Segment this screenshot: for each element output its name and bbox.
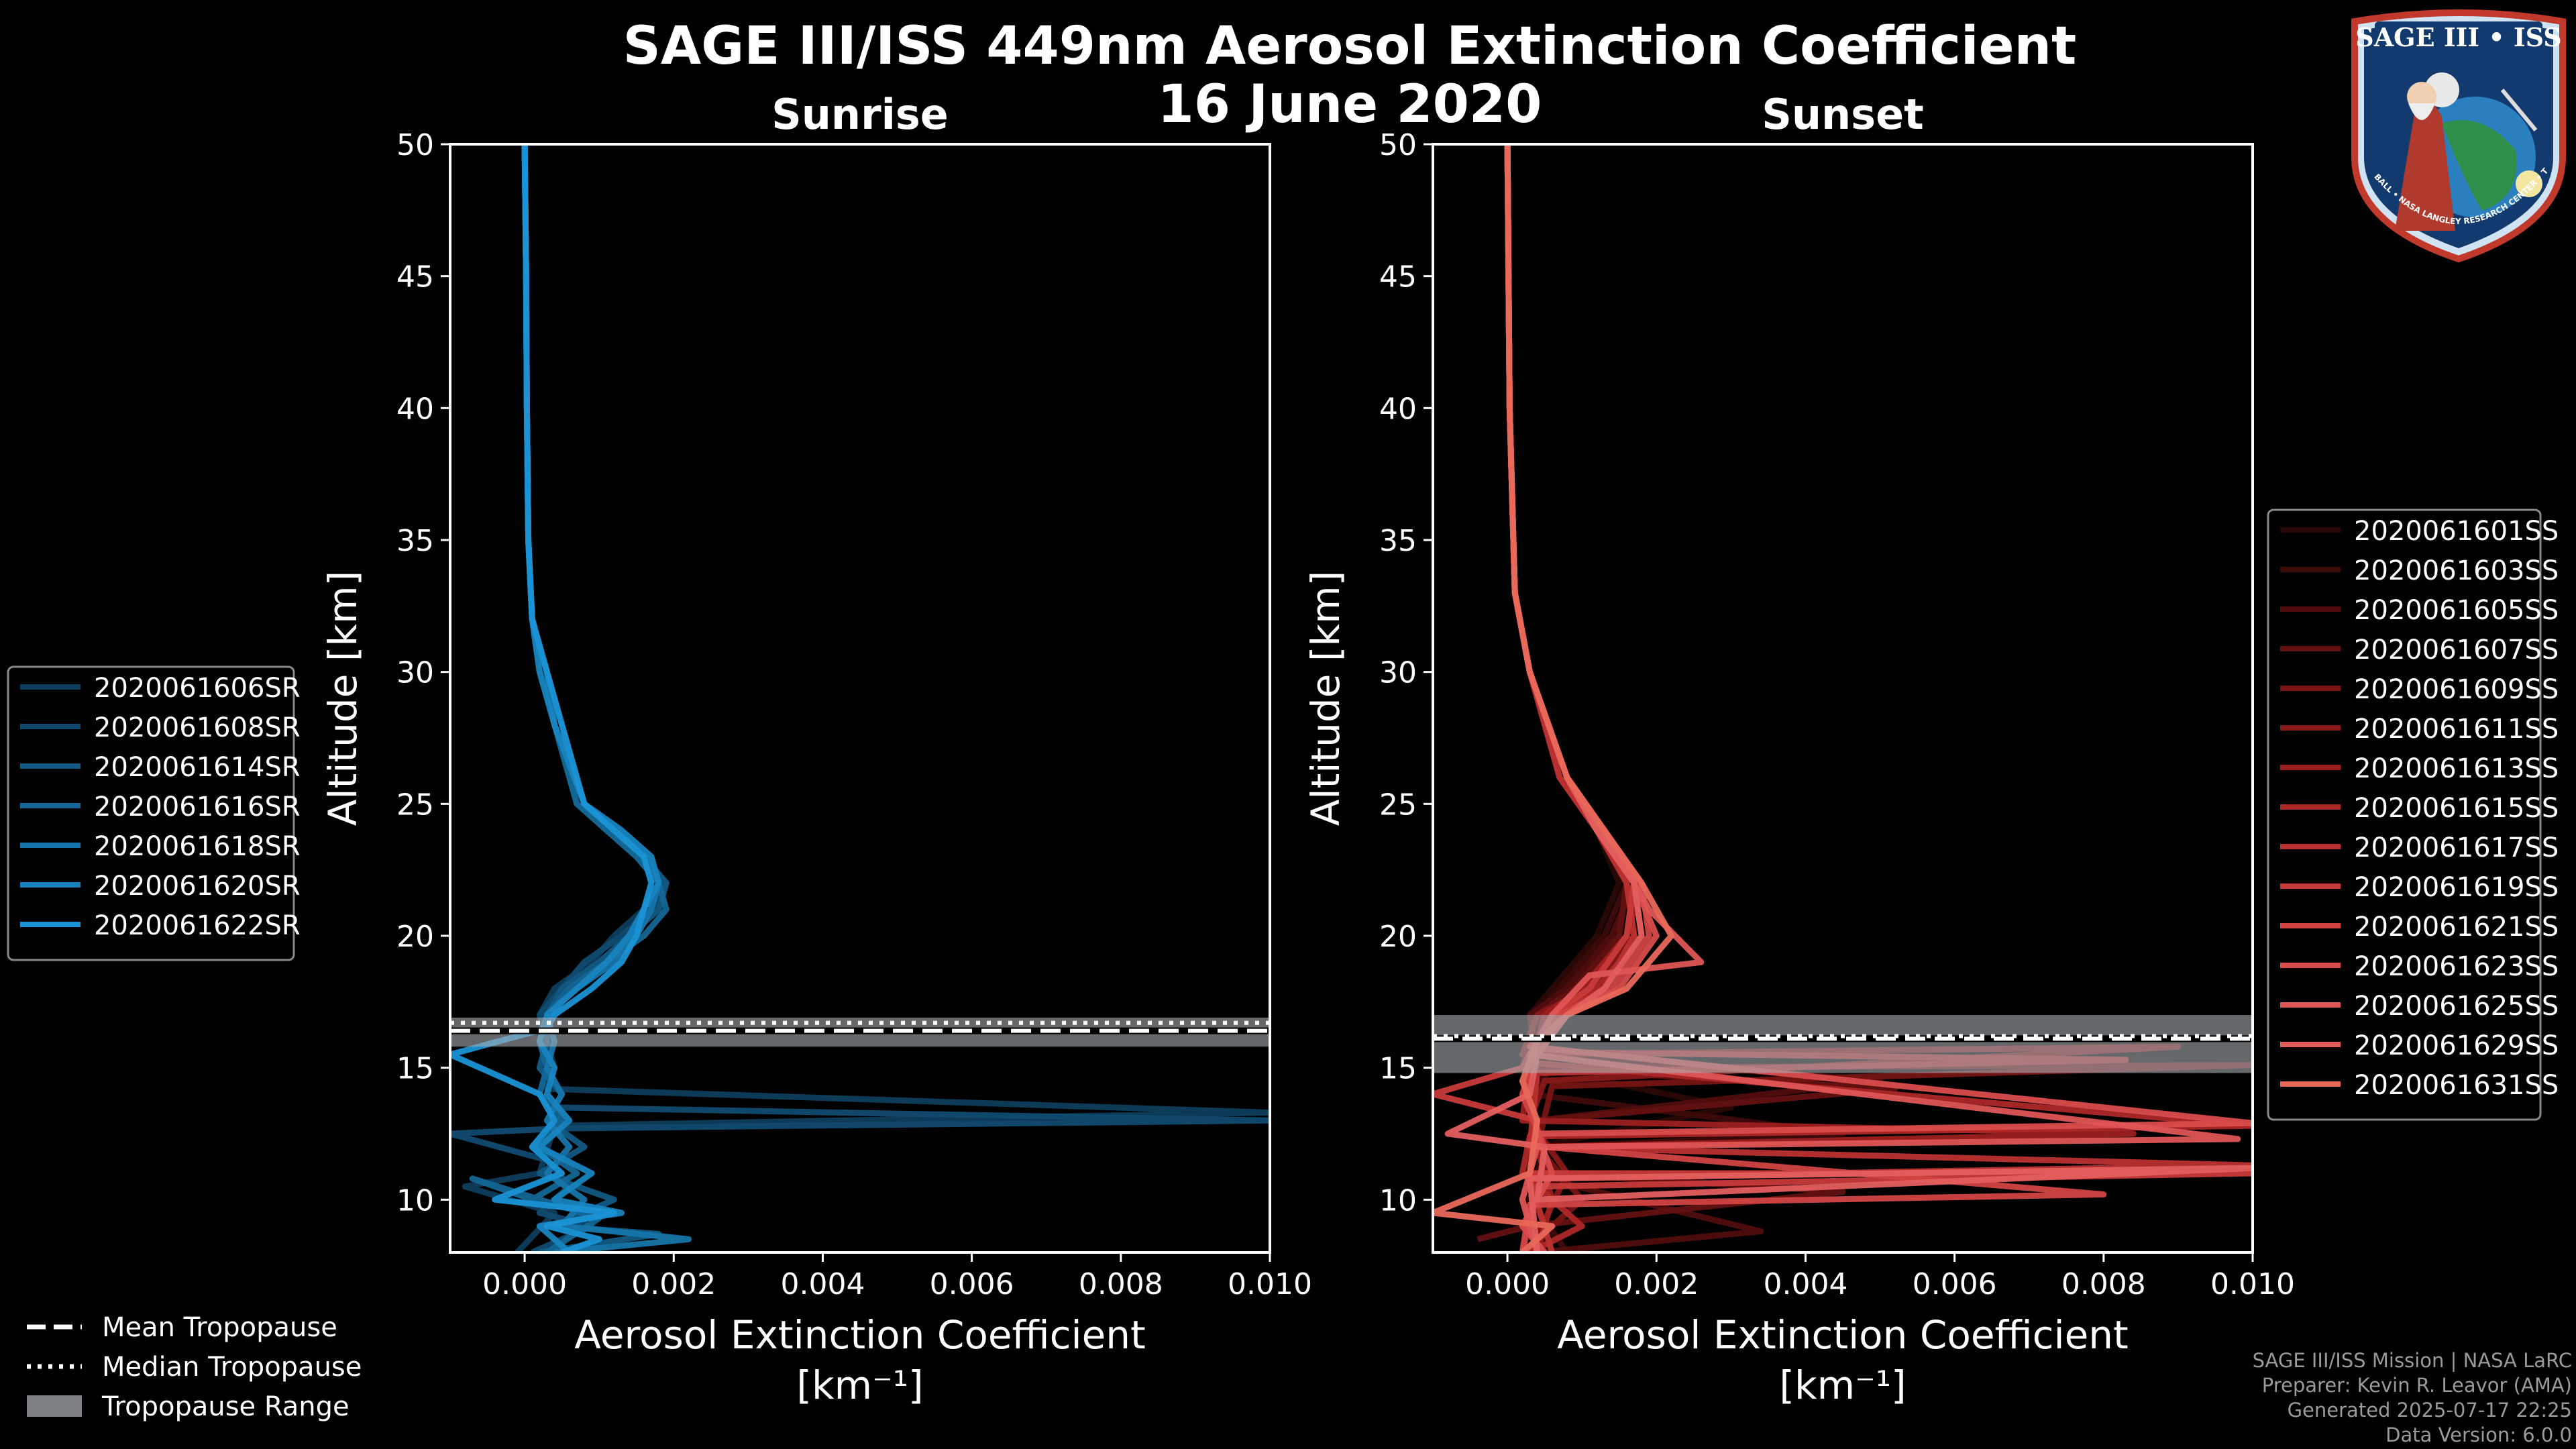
legend-label-2020061625SS: 2020061625SS	[2354, 991, 2559, 1022]
right-x-axis-label: Aerosol Extinction Coefficient	[1557, 1312, 2129, 1358]
footer: SAGE III/ISS Mission | NASA LaRC Prepare…	[2253, 1348, 2572, 1448]
y-tick-label: 50	[396, 128, 434, 162]
y-tick-label: 10	[396, 1183, 434, 1218]
x-tick-label: 0.008	[2061, 1267, 2146, 1301]
left-series-group	[450, 144, 1270, 1252]
y-tick-label: 20	[1379, 920, 1417, 954]
tropopause-legend-label: Median Tropopause	[102, 1352, 362, 1383]
footer-generated: Generated 2025-07-17 22:25	[2287, 1399, 2572, 1421]
sage-iss-logo: SAGE III • ISS BALL • NASA LANGLEY RESEA…	[2341, 9, 2566, 263]
legend-label-2020061613SS: 2020061613SS	[2354, 753, 2559, 784]
x-tick-label: 0.010	[2210, 1267, 2295, 1301]
left-panel-title: Sunrise	[771, 90, 949, 139]
legend-label-2020061615SS: 2020061615SS	[2354, 793, 2559, 824]
y-tick-label: 50	[1379, 128, 1417, 162]
y-tick-label: 30	[1379, 656, 1417, 690]
right-panel-title: Sunset	[1762, 90, 1924, 139]
legend-label-2020061603SS: 2020061603SS	[2354, 555, 2559, 586]
series-line-2020061631SS	[1433, 144, 1674, 1252]
legend-label-2020061619SS: 2020061619SS	[2354, 872, 2559, 903]
legend-label-2020061617SS: 2020061617SS	[2354, 833, 2559, 863]
legend-label-2020061608SR: 2020061608SR	[94, 712, 301, 743]
y-tick-label: 45	[396, 260, 434, 294]
left-axes-frame	[449, 143, 1271, 1254]
legend-label-2020061601SS: 2020061601SS	[2354, 516, 2559, 547]
right-panel: Sunset 0.000 0.002 0.004 0.006 0.008 0.010 10 15…	[1303, 90, 2295, 1408]
sunrise-legend: 2020061606SR 2020061608SR 2020061614SR 2020…	[7, 665, 301, 961]
x-tick-label: 0.000	[1465, 1267, 1550, 1301]
legend-label-2020061622SR: 2020061622SR	[94, 910, 301, 941]
left-x-axis-label: Aerosol Extinction Coefficient	[574, 1312, 1146, 1358]
y-tick-label: 30	[396, 656, 434, 690]
right-series-group	[1433, 144, 2253, 1252]
legend-label-2020061605SS: 2020061605SS	[2354, 595, 2559, 626]
logo-text: SAGE III • ISS	[2355, 22, 2561, 52]
main-title: SAGE III/ISS 449nm Aerosol Extinction Co…	[623, 16, 2077, 76]
date-subtitle: 16 June 2020	[1158, 74, 1542, 135]
x-tick-label: 0.006	[1913, 1267, 1997, 1301]
y-tick-label: 20	[396, 920, 434, 954]
footer-mission: SAGE III/ISS Mission | NASA LaRC	[2252, 1349, 2572, 1372]
right-axes-frame	[1432, 143, 2254, 1254]
legend-label-2020061611SS: 2020061611SS	[2354, 714, 2559, 745]
tropopause-legend-band-swatch	[27, 1395, 82, 1417]
x-tick-label: 0.010	[1228, 1267, 1312, 1301]
series-line-2020061606SR	[462, 144, 1270, 1252]
x-tick-label: 0.008	[1079, 1267, 1163, 1301]
legend-label-2020061620SR: 2020061620SR	[94, 871, 301, 902]
legend-label-2020061607SS: 2020061607SS	[2354, 635, 2559, 665]
tropopause-legend-label: Tropopause Range	[101, 1391, 350, 1422]
series-line-2020061616SR	[469, 144, 669, 1252]
x-tick-label: 0.002	[1614, 1267, 1699, 1301]
x-tick-label: 0.004	[780, 1267, 865, 1301]
y-tick-label: 25	[1379, 788, 1417, 822]
y-tick-label: 10	[1379, 1183, 1417, 1218]
legend-label-2020061616SR: 2020061616SR	[94, 792, 301, 822]
y-tick-label: 15	[1379, 1052, 1417, 1086]
x-tick-label: 0.006	[930, 1267, 1014, 1301]
sunset-legend: 2020061601SS 2020061603SS 2020061605SS 2020…	[2267, 508, 2559, 1121]
x-tick-label: 0.004	[1763, 1267, 1847, 1301]
footer-preparer: Preparer: Kevin R. Leavor (AMA)	[2261, 1374, 2572, 1397]
series-line-2020061608SR	[450, 144, 1270, 1252]
tropopause-legend-label: Mean Tropopause	[102, 1312, 337, 1343]
y-tick-label: 45	[1379, 260, 1417, 294]
footer-version: Data Version: 6.0.0	[2385, 1424, 2572, 1446]
series-line-2020061622SR	[450, 144, 655, 1252]
y-tick-label: 35	[1379, 524, 1417, 558]
legend-label-2020061618SR: 2020061618SR	[94, 831, 301, 862]
legend-label-2020061621SS: 2020061621SS	[2354, 912, 2559, 943]
legend-label-2020061629SS: 2020061629SS	[2354, 1030, 2559, 1061]
legend-label-2020061623SS: 2020061623SS	[2354, 951, 2559, 982]
legend-label-2020061631SS: 2020061631SS	[2354, 1070, 2559, 1101]
left-panel: Sunrise 0.000 0.002 0.004 0.006 0.008 0.010 10 1…	[320, 90, 1312, 1408]
left-y-axis-label: Altitude [km]	[320, 571, 366, 826]
legend-label-2020061614SR: 2020061614SR	[94, 752, 301, 783]
left-x-axis-units: [km⁻¹]	[796, 1362, 923, 1408]
y-tick-label: 15	[396, 1052, 434, 1086]
y-tick-label: 35	[396, 524, 434, 558]
tropopause-legend: Mean Tropopause Median Tropopause Tropopau…	[27, 1312, 362, 1422]
y-tick-label: 25	[396, 788, 434, 822]
y-tick-label: 40	[396, 392, 434, 426]
right-tropopause-range	[1433, 1015, 2253, 1073]
right-y-axis-label: Altitude [km]	[1303, 571, 1348, 826]
legend-label-2020061609SS: 2020061609SS	[2354, 674, 2559, 705]
legend-label-2020061606SR: 2020061606SR	[94, 673, 301, 704]
x-tick-label: 0.002	[631, 1267, 716, 1301]
y-tick-label: 40	[1379, 392, 1417, 426]
right-x-axis-units: [km⁻¹]	[1779, 1362, 1906, 1408]
x-tick-label: 0.000	[482, 1267, 567, 1301]
